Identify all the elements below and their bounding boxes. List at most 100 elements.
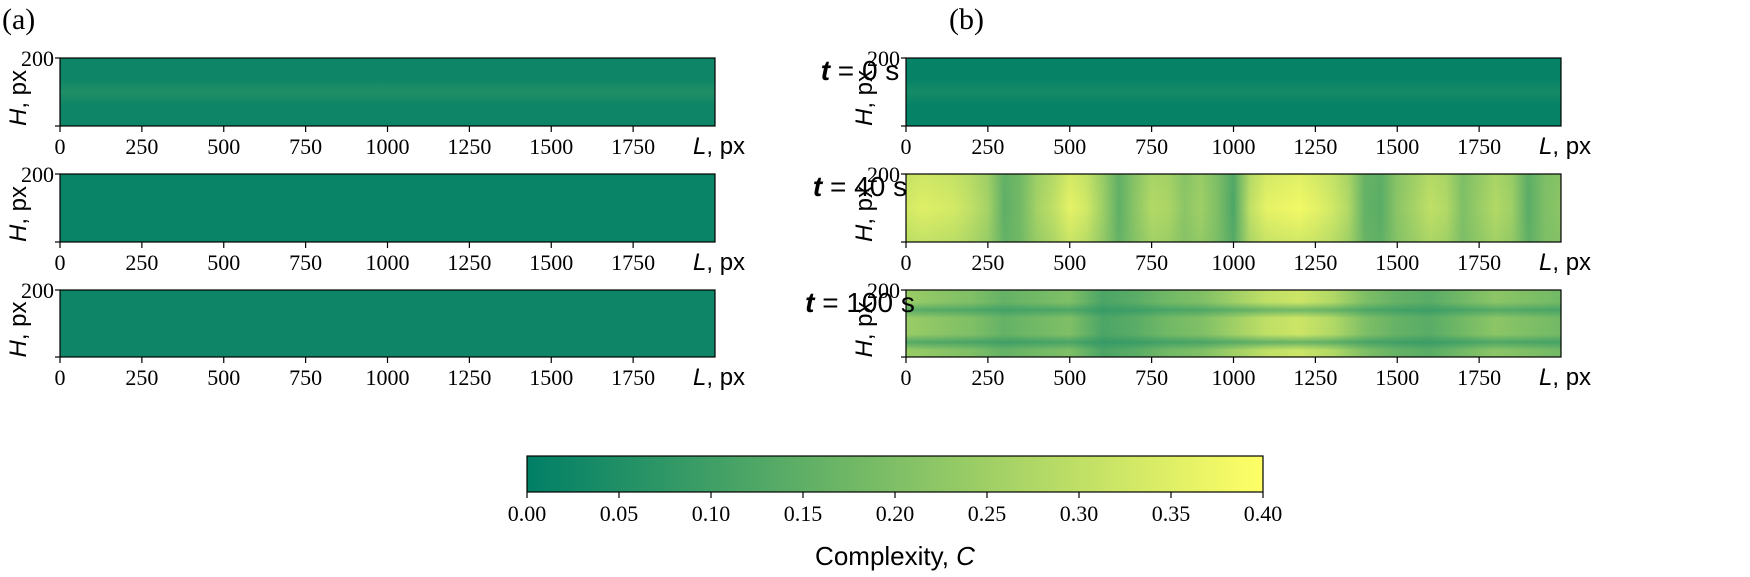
colorbar-gradient xyxy=(526,455,1264,493)
x-tick-label: 1000 xyxy=(1212,134,1256,159)
colorbar-tick-label: 0.20 xyxy=(876,501,915,526)
time-var: t xyxy=(821,55,832,86)
x-axis-var: L xyxy=(1539,249,1552,276)
y-axis-unit: , px xyxy=(851,186,878,225)
colorbar-tick-label: 0.30 xyxy=(1060,501,1099,526)
time-labels: t = 0 st = 40 st = 100 s xyxy=(805,55,915,318)
y-axis-var: H xyxy=(5,224,32,242)
time-label-2: t = 40 s xyxy=(813,171,907,202)
x-tick-label: 750 xyxy=(289,365,322,390)
x-tick-label: 1000 xyxy=(1212,250,1256,275)
x-tick-label: 1500 xyxy=(529,250,573,275)
colorbar-ticks: 0.00 0.05 0.10 0.15 0.20 0.25 0.30 0.35 0.40 xyxy=(508,492,1283,526)
x-tick-label: 500 xyxy=(1053,134,1086,159)
colorbar-label: Complexity, C xyxy=(815,541,975,571)
colorbar-tick-label: 0.00 xyxy=(508,501,547,526)
x-tick-label: 0 xyxy=(901,134,912,159)
colorbar-tick-label: 0.40 xyxy=(1244,501,1283,526)
x-tick-label: 1250 xyxy=(1293,250,1337,275)
x-tick-label: 1750 xyxy=(1457,365,1501,390)
y-axis-label: H, px xyxy=(5,70,32,126)
x-tick-label: 0 xyxy=(55,134,66,159)
heatmap-fill xyxy=(906,58,1561,126)
x-tick-label: 1500 xyxy=(529,365,573,390)
y-axis-var: H xyxy=(5,340,32,358)
x-tick-label: 0 xyxy=(55,365,66,390)
x-tick-label: 1500 xyxy=(1375,365,1419,390)
x-tick-label: 1250 xyxy=(447,250,491,275)
y-tick-label: 200 xyxy=(21,46,54,71)
colorbar-label-var: C xyxy=(956,541,975,571)
y-axis-label: H, px xyxy=(5,186,32,242)
y-tick-label: 200 xyxy=(867,278,900,303)
x-axis-label: L, px xyxy=(1539,133,1591,160)
time-value: = 0 s xyxy=(830,55,899,86)
colorbar-tick-label: 0.05 xyxy=(600,501,639,526)
x-tick-label: 500 xyxy=(1053,250,1086,275)
x-axis-unit: , px xyxy=(706,133,745,160)
y-axis-label: H, px xyxy=(851,301,878,357)
x-tick-label: 0 xyxy=(901,250,912,275)
heatmap-dark-bands xyxy=(906,290,1561,357)
colorbar: 0.00 0.05 0.10 0.15 0.20 0.25 0.30 0.35 0.40 Com… xyxy=(508,455,1283,571)
x-axis-var: L xyxy=(693,249,706,276)
x-tick-label: 250 xyxy=(125,250,158,275)
heatmap-shade xyxy=(906,174,1561,242)
y-tick-label: 200 xyxy=(21,278,54,303)
time-var: t xyxy=(805,287,816,318)
x-tick-label: 500 xyxy=(207,365,240,390)
time-label-1: t = 0 s xyxy=(821,55,900,86)
y-tick-label: 200 xyxy=(867,46,900,71)
y-axis-var: H xyxy=(851,108,878,126)
colorbar-tick-label: 0.35 xyxy=(1152,501,1191,526)
y-tick-label: 200 xyxy=(21,162,54,187)
x-axis-unit: , px xyxy=(1552,249,1591,276)
heatmap-fill xyxy=(60,290,715,357)
x-axis-var: L xyxy=(693,364,706,391)
x-tick-label: 500 xyxy=(207,134,240,159)
colorbar-tick-label: 0.25 xyxy=(968,501,1007,526)
x-tick-label: 1500 xyxy=(1375,250,1419,275)
x-tick-label: 1750 xyxy=(1457,250,1501,275)
y-axis-unit: , px xyxy=(851,301,878,340)
y-axis-label: H, px xyxy=(851,186,878,242)
x-tick-label: 750 xyxy=(1135,134,1168,159)
x-axis-unit: , px xyxy=(1552,364,1591,391)
y-axis-unit: , px xyxy=(5,186,32,225)
x-tick-label: 1500 xyxy=(529,134,573,159)
x-tick-label: 0 xyxy=(55,250,66,275)
colorbar-label-text: Complexity, xyxy=(815,541,956,571)
x-axis-label: L, px xyxy=(1539,364,1591,391)
x-tick-label: 1750 xyxy=(611,134,655,159)
x-axis-label: L, px xyxy=(693,133,745,160)
x-axis-label: L, px xyxy=(1539,249,1591,276)
x-tick-label: 250 xyxy=(125,365,158,390)
x-tick-label: 750 xyxy=(289,250,322,275)
x-tick-label: 1750 xyxy=(1457,134,1501,159)
y-axis-var: H xyxy=(851,340,878,358)
y-axis-unit: , px xyxy=(851,70,878,109)
x-tick-label: 250 xyxy=(125,134,158,159)
x-axis-unit: , px xyxy=(1552,133,1591,160)
panel-label-a: (a) xyxy=(2,3,35,36)
time-value: = 100 s xyxy=(814,287,914,318)
y-axis-unit: , px xyxy=(5,70,32,109)
x-tick-label: 750 xyxy=(289,134,322,159)
x-tick-label: 1250 xyxy=(1293,134,1337,159)
y-axis-label: H, px xyxy=(851,70,878,126)
y-axis-unit: , px xyxy=(5,301,32,340)
x-axis-var: L xyxy=(693,133,706,160)
x-axis-unit: , px xyxy=(706,364,745,391)
y-axis-label: H, px xyxy=(5,301,32,357)
x-tick-label: 1250 xyxy=(1293,365,1337,390)
x-tick-label: 1500 xyxy=(1375,134,1419,159)
time-value: = 40 s xyxy=(822,171,907,202)
x-tick-label: 1750 xyxy=(611,250,655,275)
